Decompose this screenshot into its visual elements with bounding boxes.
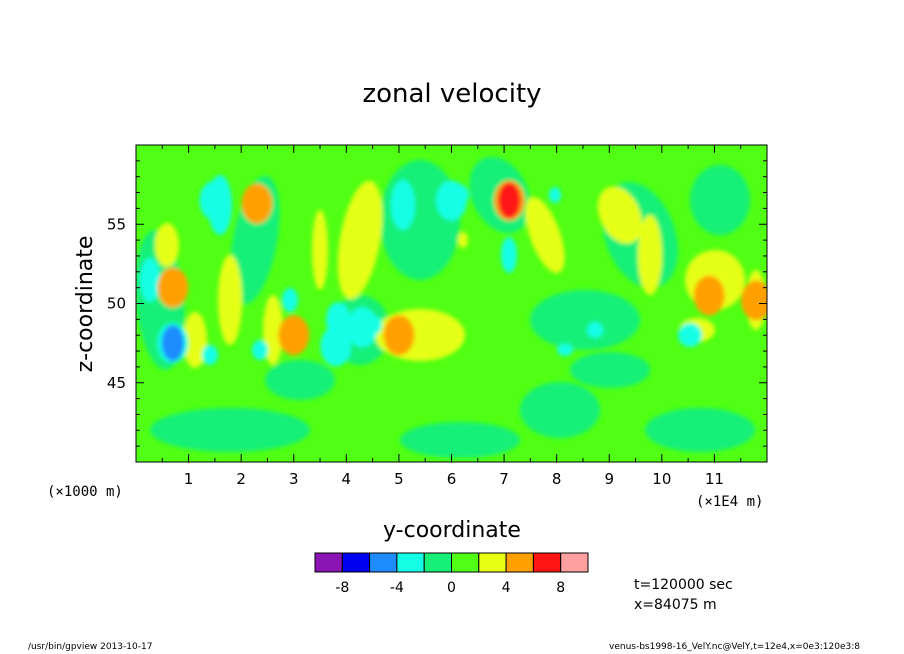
footer-left: /usr/bin/gpview 2013-10-17: [28, 642, 153, 652]
field-region: [458, 232, 468, 248]
field-region: [380, 160, 460, 280]
field-region: [282, 288, 298, 312]
field-region: [549, 187, 561, 203]
chart-title: zonal velocity: [362, 79, 541, 109]
extremum-level: [498, 182, 521, 219]
info-time: t=120000 sec: [634, 577, 733, 593]
field-extremum: [241, 183, 273, 224]
y-tick-label: 45: [107, 374, 126, 392]
x-tick-label: 7: [499, 470, 509, 488]
field-extremum: [157, 323, 189, 364]
colorbar-swatch: [314, 552, 343, 573]
colorbar-swatch: [451, 552, 480, 573]
field-extremum: [278, 315, 310, 356]
x-axis: 1 2 3 4 5 6 7 8 9 10 11: [135, 145, 768, 488]
colorbar-swatch: [478, 552, 507, 573]
info-position: x=84075 m: [634, 597, 717, 613]
x-tick-label: 6: [447, 470, 457, 488]
colorbar-tick-label: 4: [502, 580, 511, 596]
field-region: [218, 255, 242, 345]
field-region: [638, 215, 662, 295]
field-region: [557, 344, 573, 356]
field-region: [678, 323, 702, 347]
colorbar-swatch: [423, 552, 453, 573]
extremum-level: [157, 267, 189, 308]
extremum-level: [436, 180, 467, 221]
field-extremum: [693, 275, 725, 316]
x-tick-label: 9: [604, 470, 614, 488]
field-region: [597, 186, 643, 244]
plot-area: [136, 145, 767, 462]
extremum-level: [346, 307, 378, 348]
field-extremum: [346, 307, 378, 348]
colorbar-swatch: [369, 552, 398, 573]
field-region: [202, 345, 218, 365]
x-tick-label: 11: [705, 470, 724, 488]
y-axis: 45 50 55: [107, 144, 767, 463]
extremum-level: [199, 180, 231, 221]
extremum-level: [320, 326, 352, 367]
field-region: [265, 360, 335, 400]
field-region: [690, 165, 750, 235]
extremum-level: [278, 315, 310, 356]
field-region: [391, 180, 415, 230]
y-tick-label: 55: [107, 215, 126, 233]
colorbar-swatch: [532, 552, 562, 573]
footer-right: venus-bs1998-16_VelY.nc@VelY,t=12e4,x=0e…: [609, 642, 860, 652]
field-extremum: [383, 315, 415, 356]
field-extremum: [741, 280, 767, 321]
y-axis-scale-note: (×1000 m): [47, 484, 123, 500]
colorbar-tick-label: 8: [556, 580, 565, 596]
field-extremum: [320, 326, 352, 367]
field-extremum: [436, 180, 467, 221]
field-extremum: [157, 267, 189, 308]
field-region: [400, 422, 520, 458]
extremum-level: [241, 183, 273, 224]
extremum-level: [693, 275, 725, 316]
field-region: [150, 408, 310, 452]
field-regions: [136, 156, 767, 458]
x-axis-label: y-coordinate: [383, 518, 521, 543]
field-region: [263, 295, 283, 365]
field-region: [645, 408, 755, 452]
colorbar-swatch: [341, 552, 371, 573]
x-tick-label: 4: [342, 470, 352, 488]
field-region: [337, 180, 383, 300]
field-region: [252, 340, 268, 360]
field-region: [520, 382, 600, 438]
field-region: [183, 312, 207, 368]
field-extremum: [199, 180, 231, 221]
extremum-level: [161, 325, 185, 362]
extremum-level: [741, 280, 767, 321]
x-tick-label: 8: [552, 470, 562, 488]
field-extremum: [493, 180, 525, 221]
colorbar-swatch: [396, 552, 425, 573]
x-tick-label: 3: [289, 470, 299, 488]
colorbar-swatch: [560, 552, 589, 573]
field-region: [501, 237, 517, 273]
colorbar-tick-label: 0: [447, 580, 456, 596]
field-region: [155, 223, 179, 267]
x-tick-label: 1: [184, 470, 194, 488]
x-tick-label: 2: [236, 470, 246, 488]
y-axis-label: z-coordinate: [73, 236, 98, 373]
colorbar-tick-label: -8: [335, 580, 349, 596]
field-region: [312, 210, 328, 290]
field-region: [530, 290, 640, 350]
colorbar-swatch: [505, 552, 534, 573]
x-tick-label: 5: [394, 470, 404, 488]
field-region: [140, 258, 160, 302]
field-region: [587, 322, 603, 338]
field-region: [570, 352, 650, 388]
x-axis-scale-note: (×1E4 m): [696, 494, 763, 510]
y-tick-label: 50: [107, 295, 126, 313]
extremum-level: [383, 315, 415, 356]
x-tick-label: 10: [652, 470, 671, 488]
field-region: [525, 197, 565, 273]
colorbar: -8 -4 0 4 8: [314, 552, 589, 596]
colorbar-tick-label: -4: [390, 580, 404, 596]
